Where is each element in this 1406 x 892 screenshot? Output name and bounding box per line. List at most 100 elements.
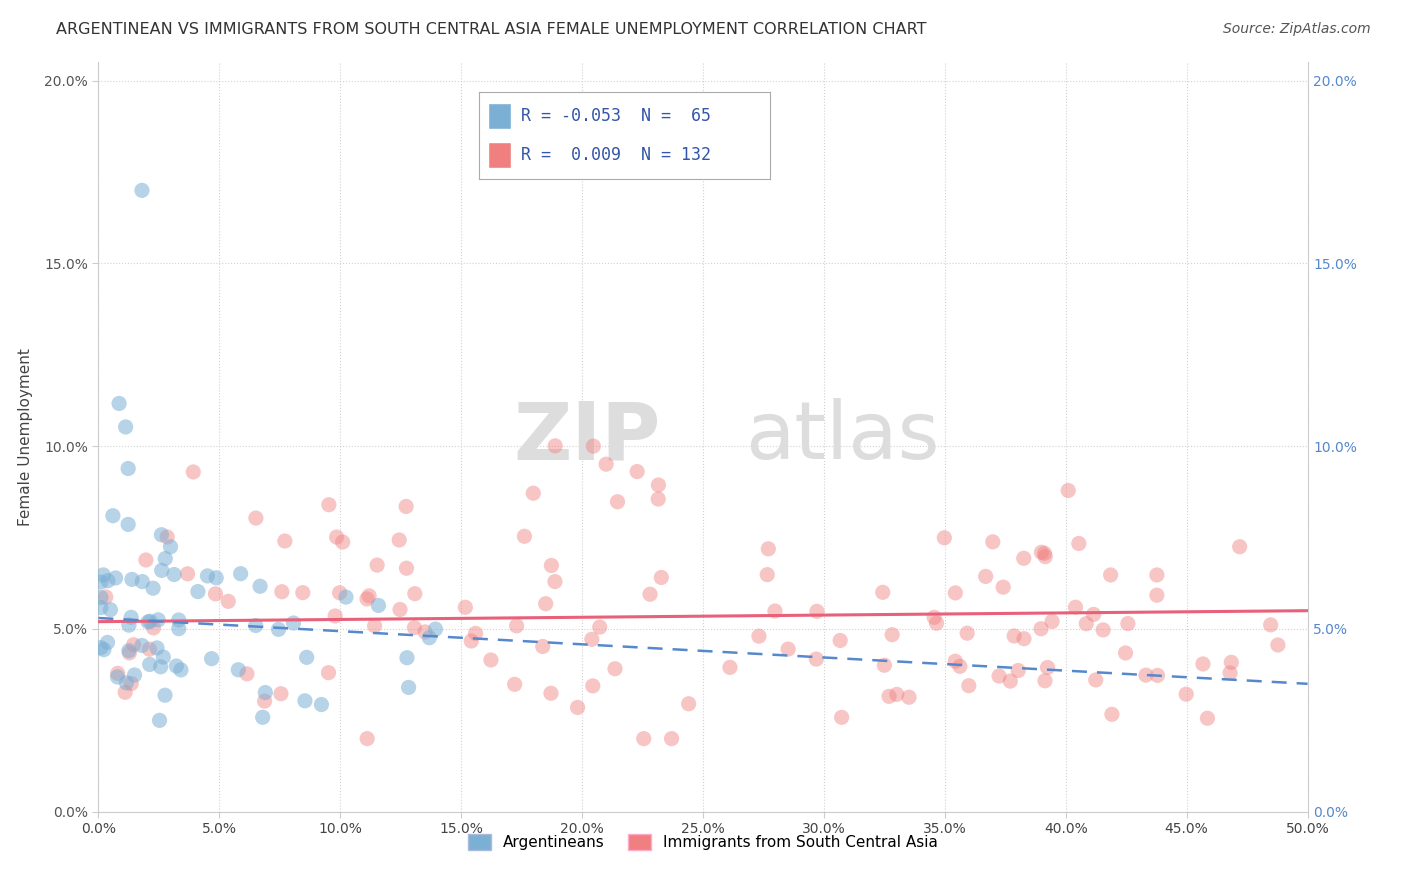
Point	[882, 628, 904, 642]
Point	[1115, 646, 1137, 660]
Point	[117, 461, 139, 475]
Point	[1092, 623, 1115, 637]
Point	[254, 685, 277, 699]
Point	[603, 662, 626, 676]
Point	[217, 594, 239, 608]
Point	[763, 604, 786, 618]
Point	[114, 420, 136, 434]
Point	[148, 714, 170, 728]
Point	[131, 639, 153, 653]
Point	[295, 650, 318, 665]
Point	[464, 626, 486, 640]
Point	[1116, 616, 1139, 631]
Point	[1002, 629, 1025, 643]
Point	[956, 626, 979, 640]
Point	[187, 584, 209, 599]
Point	[90, 640, 112, 655]
Point	[118, 643, 141, 657]
Point	[97, 574, 120, 588]
Point	[253, 694, 276, 708]
Point	[1064, 600, 1087, 615]
Point	[806, 604, 828, 618]
Point	[270, 584, 292, 599]
Point	[146, 640, 169, 655]
Point	[806, 652, 828, 666]
Point	[505, 619, 527, 633]
Point	[534, 597, 557, 611]
Point	[503, 677, 526, 691]
Point	[567, 700, 589, 714]
Point	[294, 694, 316, 708]
Point	[101, 508, 124, 523]
Point	[100, 603, 122, 617]
Text: ARGENTINEAN VS IMMIGRANTS FROM SOUTH CENTRAL ASIA FEMALE UNEMPLOYMENT CORRELATIO: ARGENTINEAN VS IMMIGRANTS FROM SOUTH CEN…	[56, 22, 927, 37]
Point	[121, 573, 143, 587]
Point	[117, 517, 139, 532]
Point	[249, 579, 271, 593]
Point	[988, 669, 1011, 683]
Point	[359, 589, 381, 603]
Point	[395, 561, 418, 575]
Point	[974, 569, 997, 583]
Point	[943, 586, 966, 600]
Point	[122, 638, 145, 652]
Point	[756, 567, 779, 582]
Point	[1229, 540, 1251, 554]
Point	[513, 529, 536, 543]
Point	[1036, 660, 1059, 674]
Point	[1067, 536, 1090, 550]
Point	[872, 585, 894, 599]
Point	[886, 687, 908, 701]
Point	[118, 618, 141, 632]
Point	[633, 731, 655, 746]
Point	[114, 685, 136, 699]
Point	[1012, 551, 1035, 566]
Point	[318, 665, 340, 680]
Point	[139, 615, 162, 629]
Point	[156, 530, 179, 544]
Point	[678, 697, 700, 711]
Point	[404, 587, 426, 601]
Point	[1012, 632, 1035, 646]
Point	[167, 613, 190, 627]
Point	[647, 478, 669, 492]
Point	[589, 620, 612, 634]
Point	[135, 553, 157, 567]
Point	[877, 690, 900, 704]
Point	[107, 670, 129, 684]
Point	[404, 621, 426, 635]
Point	[1033, 673, 1056, 688]
Point	[1083, 607, 1105, 622]
Point	[1146, 668, 1168, 682]
Point	[898, 690, 921, 705]
Point	[395, 650, 418, 665]
Point	[1040, 615, 1063, 629]
Point	[318, 498, 340, 512]
Point	[197, 569, 219, 583]
Point	[388, 533, 411, 547]
Point	[756, 541, 779, 556]
Point	[90, 575, 112, 590]
Point	[236, 666, 259, 681]
Point	[108, 396, 131, 410]
Point	[540, 686, 562, 700]
Point	[90, 591, 112, 605]
Point	[152, 650, 174, 665]
Point	[1099, 568, 1122, 582]
Point	[544, 574, 567, 589]
Point	[1135, 668, 1157, 682]
Point	[148, 613, 170, 627]
Point	[661, 731, 683, 746]
Point	[252, 710, 274, 724]
Point	[934, 531, 956, 545]
Point	[291, 585, 314, 599]
Point	[204, 587, 226, 601]
Point	[957, 679, 980, 693]
Point	[94, 590, 117, 604]
Point	[311, 698, 333, 712]
Point	[991, 580, 1014, 594]
Point	[363, 619, 385, 633]
Point	[1076, 616, 1098, 631]
Point	[544, 439, 567, 453]
Point	[413, 624, 436, 639]
